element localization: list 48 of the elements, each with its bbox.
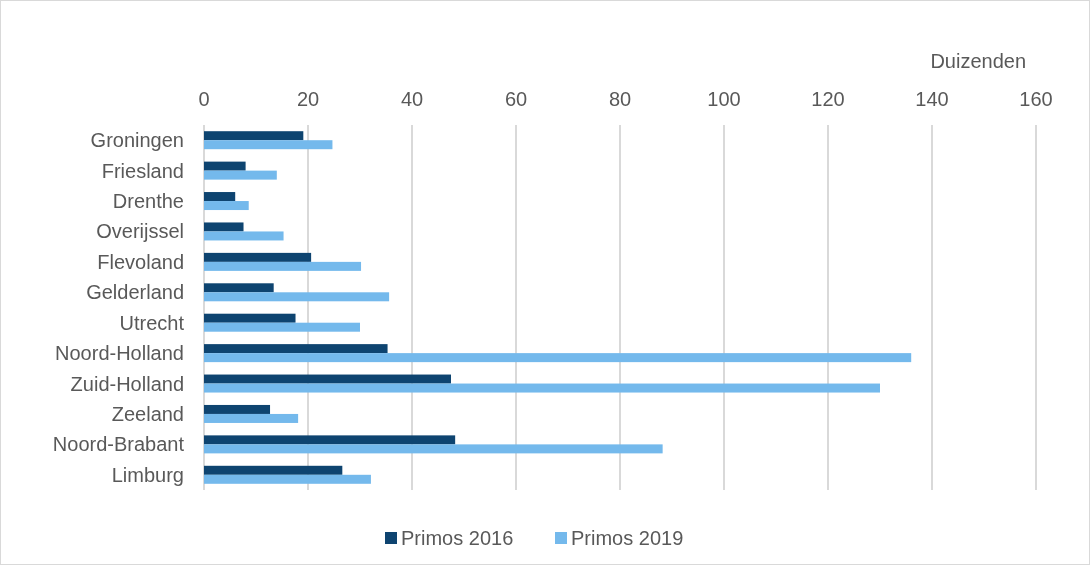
bar [204,465,343,475]
bar [204,231,284,241]
bar [204,413,299,423]
bar [204,283,274,293]
bar [204,474,371,484]
y-tick-label: Limburg [111,463,184,486]
x-tick-label: 80 [608,88,632,110]
bar [204,140,333,150]
bar [204,222,244,232]
bar [204,353,912,363]
y-tick-label: Noord-Brabant [52,433,185,456]
bar [204,192,236,202]
legend-label: Primos 2019 [571,527,684,549]
bar [204,131,304,141]
y-tick-label: Drenthe [112,190,184,213]
bar [204,383,880,393]
y-tick-label: Utrecht [119,311,185,334]
y-tick-label: Friesland [101,159,184,182]
y-tick-label: Gelderland [86,281,184,304]
bar [204,444,663,454]
x-tick-label: 40 [400,88,424,110]
bar [204,313,296,323]
y-tick-label: Zuid-Holland [70,372,184,395]
x-axis-title: Duizenden [930,50,1026,72]
bar [204,201,249,211]
bar [204,374,451,384]
x-tick-label: 60 [504,88,528,110]
bar [204,322,360,332]
x-tick-label: 0 [198,88,210,110]
bar [204,170,277,180]
bar [204,261,362,271]
bar [204,404,271,414]
y-tick-label: Flevoland [97,250,184,273]
x-tick-label: 20 [296,88,320,110]
bar [204,161,246,171]
bar [204,344,388,354]
bar [204,435,456,445]
bar [204,252,312,262]
x-tick-label: 120 [811,88,845,110]
x-tick-label: 100 [707,88,741,110]
x-tick-label: 160 [1019,88,1053,110]
x-tick-label: 140 [915,88,949,110]
legend-label: Primos 2016 [401,527,514,549]
y-tick-label: Noord-Holland [55,342,184,365]
bar [204,292,390,302]
y-tick-label: Overijssel [96,220,184,243]
y-tick-label: Zeeland [111,402,184,425]
y-tick-label: Groningen [90,129,184,152]
